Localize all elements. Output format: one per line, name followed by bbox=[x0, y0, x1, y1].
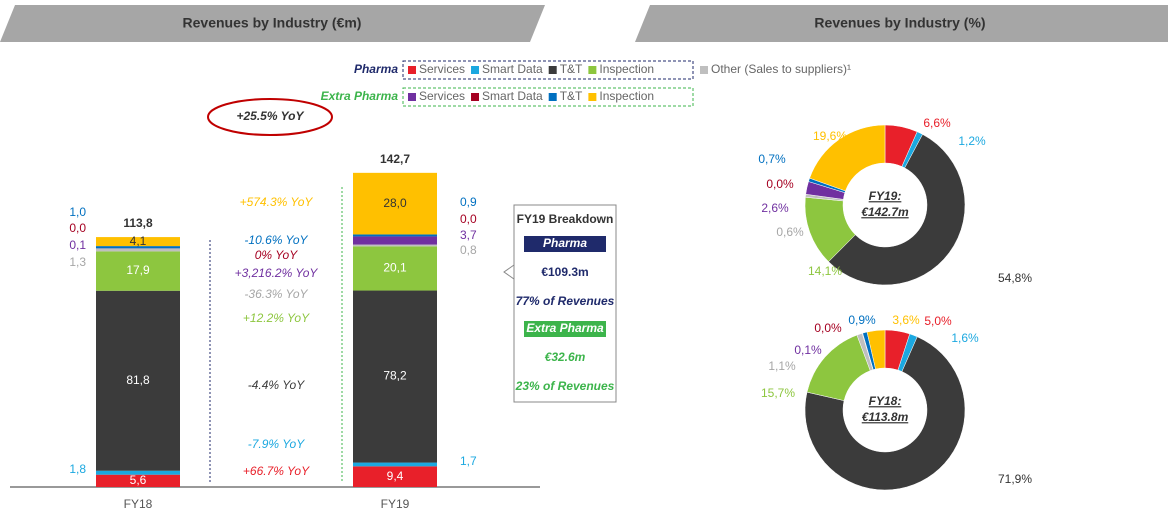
value-label: 28,0 bbox=[383, 196, 407, 210]
yoy-label: +66.7% YoY bbox=[243, 464, 310, 478]
breakdown-value: €32.6m bbox=[545, 350, 586, 364]
value-label: 1,6% bbox=[951, 331, 979, 345]
value-label: 81,8 bbox=[126, 373, 150, 387]
bar-segment bbox=[353, 236, 437, 244]
legend-swatch bbox=[471, 93, 479, 101]
legend-swatch bbox=[700, 66, 708, 74]
total-label: 142,7 bbox=[380, 152, 410, 166]
value-label: 0,0 bbox=[69, 221, 86, 235]
chart-title: Revenues by Industry (€m) bbox=[183, 15, 362, 31]
value-label: 0,1 bbox=[69, 238, 86, 252]
value-label: 19,6% bbox=[813, 129, 847, 143]
legend-label: Inspection bbox=[599, 89, 654, 103]
total-label: 113,8 bbox=[123, 216, 153, 230]
yoy-label: -4.4% YoY bbox=[248, 378, 305, 392]
legend-swatch bbox=[549, 93, 557, 101]
breakdown-pointer bbox=[504, 265, 514, 279]
value-label: 0,7% bbox=[758, 152, 786, 166]
value-label: 0,8 bbox=[460, 243, 477, 257]
yoy-label: -10.6% YoY bbox=[244, 233, 308, 247]
value-label: 1,1% bbox=[768, 359, 796, 373]
legend-label: Other (Sales to suppliers)¹ bbox=[711, 62, 851, 76]
yoy-label: +3,216.2% YoY bbox=[235, 266, 319, 280]
x-tick-label: FY18 bbox=[124, 497, 153, 511]
value-label: 0,9 bbox=[460, 195, 477, 209]
value-label: 71,9% bbox=[998, 472, 1032, 486]
value-label: 3,6% bbox=[892, 313, 920, 327]
value-label: 1,0 bbox=[69, 205, 86, 219]
breakdown-title: FY19 Breakdown bbox=[517, 212, 614, 226]
breakdown-share: 23% of Revenues bbox=[515, 379, 615, 393]
bar-segment bbox=[353, 245, 437, 247]
legend-swatch bbox=[588, 93, 596, 101]
chart-title: Revenues by Industry (%) bbox=[814, 15, 985, 31]
value-label: 4,1 bbox=[130, 234, 147, 248]
value-label: 15,7% bbox=[761, 386, 795, 400]
value-label: 14,1% bbox=[808, 264, 842, 278]
value-label: 0,9% bbox=[848, 313, 876, 327]
yoy-label: +574.3% YoY bbox=[240, 195, 314, 209]
value-label: 9,4 bbox=[387, 469, 404, 483]
tag-label: Pharma bbox=[543, 236, 587, 250]
bar-segment bbox=[96, 249, 180, 252]
value-label: 5,0% bbox=[924, 314, 952, 328]
bar-segment bbox=[96, 471, 180, 475]
value-label: 0,0% bbox=[814, 321, 842, 335]
legend-swatch bbox=[408, 93, 416, 101]
legend-swatch bbox=[549, 66, 557, 74]
legend-swatch bbox=[408, 66, 416, 74]
value-label: 0,6% bbox=[776, 225, 804, 239]
legend-label: T&T bbox=[560, 89, 583, 103]
value-label: 6,6% bbox=[923, 116, 951, 130]
yoy-label: +12.2% YoY bbox=[243, 311, 310, 325]
legend-label: Services bbox=[419, 62, 465, 76]
yoy-label: -7.9% YoY bbox=[248, 437, 305, 451]
value-label: 1,3 bbox=[69, 255, 86, 269]
legend-swatch bbox=[588, 66, 596, 74]
legend-label: Inspection bbox=[599, 62, 654, 76]
center-label: €142.7m bbox=[861, 205, 909, 219]
center-label: €113.8m bbox=[862, 410, 909, 424]
value-label: 1,2% bbox=[958, 134, 986, 148]
legend-label: Smart Data bbox=[482, 89, 543, 103]
legend-swatch bbox=[471, 66, 479, 74]
value-label: 17,9 bbox=[126, 263, 150, 277]
center-label: FY19: bbox=[869, 189, 902, 203]
center-label: FY18: bbox=[869, 394, 902, 408]
value-label: 1,7 bbox=[460, 454, 477, 468]
legend-group: Extra Pharma bbox=[321, 89, 399, 103]
value-label: 5,6 bbox=[130, 473, 147, 487]
bar-segment bbox=[353, 463, 437, 467]
legend-label: Services bbox=[419, 89, 465, 103]
breakdown-share: 77% of Revenues bbox=[516, 294, 615, 308]
bar-segment bbox=[353, 234, 437, 236]
value-label: 0,0 bbox=[460, 212, 477, 226]
value-label: 20,1 bbox=[383, 261, 407, 275]
legend-label: T&T bbox=[560, 62, 583, 76]
legend-label: Smart Data bbox=[482, 62, 543, 76]
yoy-label: 0% YoY bbox=[255, 248, 298, 262]
value-label: 0,1% bbox=[794, 343, 822, 357]
value-label: 78,2 bbox=[383, 369, 407, 383]
value-label: 1,8 bbox=[69, 462, 86, 476]
yoy-label: -36.3% YoY bbox=[244, 287, 308, 301]
value-label: 3,7 bbox=[460, 228, 477, 242]
breakdown-value: €109.3m bbox=[541, 265, 588, 279]
value-label: 0,0% bbox=[766, 177, 794, 191]
legend-group: Pharma bbox=[354, 62, 398, 76]
value-label: 2,6% bbox=[761, 201, 789, 215]
annotation: +25.5% YoY bbox=[236, 109, 304, 123]
x-tick-label: FY19 bbox=[381, 497, 410, 511]
tag-label: Extra Pharma bbox=[526, 321, 604, 335]
value-label: 54,8% bbox=[998, 271, 1032, 285]
